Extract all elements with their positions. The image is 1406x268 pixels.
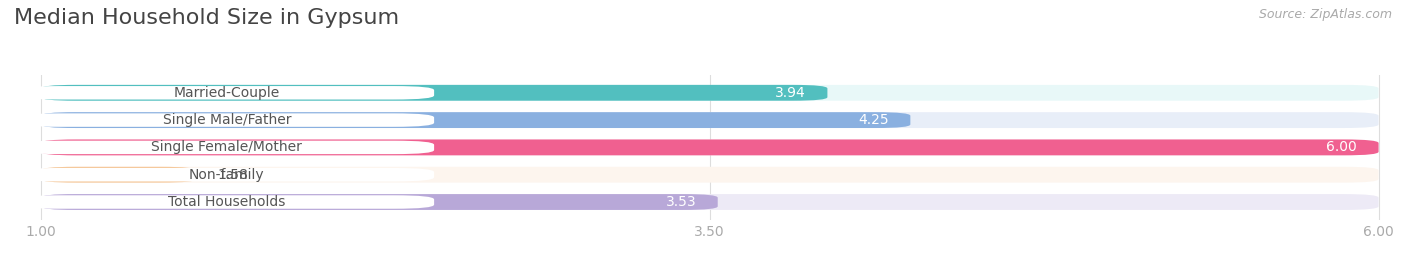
FancyBboxPatch shape	[41, 112, 910, 128]
Text: 3.94: 3.94	[775, 86, 806, 100]
Text: Non-family: Non-family	[188, 168, 264, 182]
Text: Married-Couple: Married-Couple	[173, 86, 280, 100]
FancyBboxPatch shape	[20, 113, 434, 127]
FancyBboxPatch shape	[41, 194, 717, 210]
Text: Single Male/Father: Single Male/Father	[163, 113, 291, 127]
FancyBboxPatch shape	[20, 168, 434, 181]
FancyBboxPatch shape	[41, 167, 195, 183]
FancyBboxPatch shape	[41, 139, 1378, 155]
Text: 1.58: 1.58	[218, 168, 249, 182]
FancyBboxPatch shape	[20, 141, 434, 154]
Text: Source: ZipAtlas.com: Source: ZipAtlas.com	[1258, 8, 1392, 21]
FancyBboxPatch shape	[41, 139, 1378, 155]
Text: 4.25: 4.25	[858, 113, 889, 127]
FancyBboxPatch shape	[20, 195, 434, 209]
FancyBboxPatch shape	[20, 86, 434, 99]
FancyBboxPatch shape	[41, 167, 1378, 183]
Text: 6.00: 6.00	[1326, 140, 1357, 154]
Text: 3.53: 3.53	[665, 195, 696, 209]
Text: Total Households: Total Households	[169, 195, 285, 209]
FancyBboxPatch shape	[41, 85, 1378, 101]
Text: Single Female/Mother: Single Female/Mother	[152, 140, 302, 154]
FancyBboxPatch shape	[41, 194, 1378, 210]
FancyBboxPatch shape	[41, 85, 827, 101]
FancyBboxPatch shape	[41, 112, 1378, 128]
Text: Median Household Size in Gypsum: Median Household Size in Gypsum	[14, 8, 399, 28]
